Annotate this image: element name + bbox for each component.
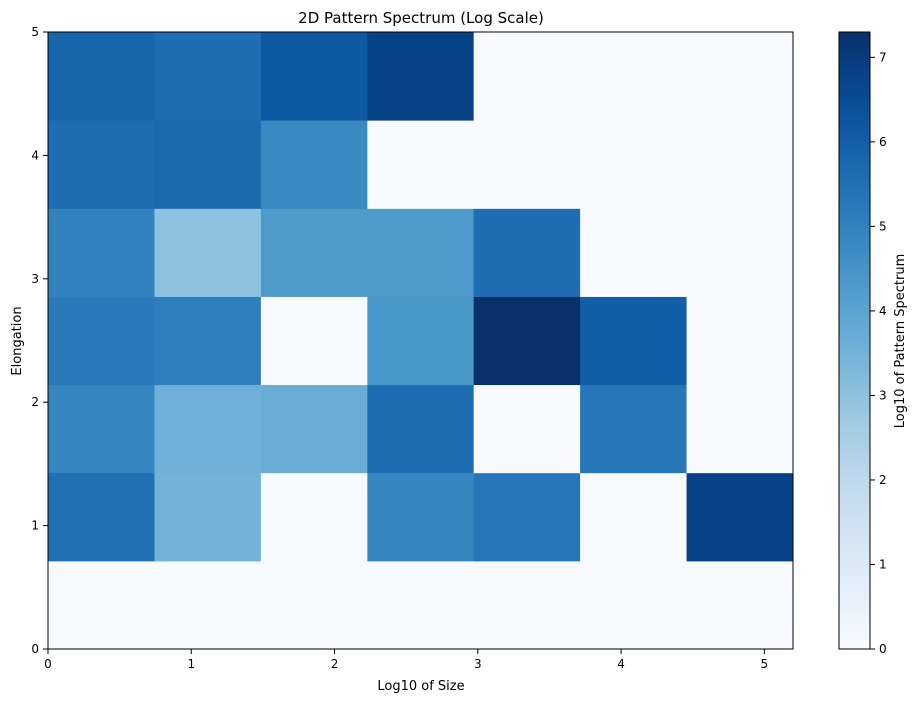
heatmap-cell: [154, 472, 262, 562]
heatmap-cell: [473, 120, 581, 209]
heatmap-cell: [473, 32, 581, 121]
y-tick-label: 3: [31, 272, 39, 286]
heatmap-cell: [260, 296, 368, 386]
heatmap-cell: [154, 120, 262, 209]
heatmap-cell: [367, 296, 475, 386]
y-tick-label: 2: [31, 395, 39, 409]
heatmap-cell: [367, 560, 475, 650]
heatmap-cell: [260, 120, 368, 209]
colorbar-tick-label: 4: [879, 304, 887, 318]
heatmap-cell: [473, 560, 581, 650]
colorbar-tick-label: 2: [879, 473, 887, 487]
heatmap-cell: [580, 296, 688, 386]
y-tick-label: 5: [31, 25, 39, 39]
heatmap-cell: [260, 384, 368, 474]
colorbar-tick-label: 1: [879, 557, 887, 571]
colorbar-tick-label: 5: [879, 219, 887, 233]
heatmap-cell: [686, 296, 794, 386]
heatmap-cell: [154, 208, 262, 297]
y-tick-label: 4: [31, 148, 39, 162]
colorbar-tick-label: 7: [879, 50, 887, 64]
heatmap-cell: [473, 208, 581, 297]
heatmap-cell: [48, 120, 155, 209]
plot-frame: [47, 31, 794, 650]
chart-title: 2D Pattern Spectrum (Log Scale): [298, 9, 544, 27]
x-tick-label: 3: [474, 657, 482, 671]
y-tick-label: 0: [31, 642, 39, 656]
heatmap-cell: [473, 296, 581, 386]
x-axis-label: Log10 of Size: [377, 679, 464, 694]
heatmap-cell: [260, 208, 368, 297]
heatmap-cell: [686, 384, 794, 474]
heatmap-cell: [580, 472, 688, 562]
y-tick-label: 1: [31, 519, 39, 533]
heatmap-cell: [48, 208, 155, 297]
heatmap-cell: [473, 472, 581, 562]
heatmap-cell: [686, 472, 794, 562]
heatmap-cell: [367, 32, 475, 121]
heatmap-cell: [48, 560, 155, 650]
heatmap-cell: [473, 384, 581, 474]
heatmap-cell: [48, 296, 155, 386]
heatmap-cells: [48, 32, 794, 650]
colorbar-tick-label: 3: [879, 388, 887, 402]
heatmap-cell: [260, 472, 368, 562]
y-axis-ticks: 0 1 2 3 4 5: [31, 25, 48, 656]
colorbar-label: Log10 of Pattern Spectrum: [893, 254, 908, 428]
heatmap-cell: [367, 120, 475, 209]
x-tick-label: 4: [617, 657, 625, 671]
heatmap-cell: [367, 384, 475, 474]
x-axis-ticks: 0 1 2 3 4 5: [44, 649, 768, 671]
heatmap-cell: [686, 560, 794, 650]
y-axis-label: Elongation: [10, 306, 25, 375]
x-tick-label: 5: [761, 657, 769, 671]
heatmap-cell: [154, 296, 262, 386]
heatmap-cell: [260, 32, 368, 121]
heatmap-cell: [48, 32, 155, 121]
heatmap-cell: [686, 120, 794, 209]
colorbar-ticks: 0 1 2 3 4 5 6 7: [870, 50, 887, 656]
x-tick-label: 0: [44, 657, 52, 671]
heatmap-cell: [580, 120, 688, 209]
colorbar: [838, 31, 871, 650]
colorbar-tick-label: 6: [879, 135, 887, 149]
heatmap-cell: [48, 472, 155, 562]
heatmap-cell: [580, 384, 688, 474]
heatmap-cell: [580, 560, 688, 650]
heatmap-cell: [580, 32, 688, 121]
heatmap-cell: [367, 472, 475, 562]
heatmap-cell: [48, 384, 155, 474]
heatmap-cell: [154, 560, 262, 650]
heatmap-cell: [260, 560, 368, 650]
x-tick-label: 2: [331, 657, 339, 671]
heatmap-cell: [154, 32, 262, 121]
colorbar-tick-label: 0: [879, 642, 887, 656]
heatmap-cell: [367, 208, 475, 297]
heatmap-cell: [580, 208, 688, 297]
heatmap-cell: [686, 32, 794, 121]
x-tick-label: 1: [187, 657, 195, 671]
heatmap-cell: [154, 384, 262, 474]
heatmap-cell: [686, 208, 794, 297]
